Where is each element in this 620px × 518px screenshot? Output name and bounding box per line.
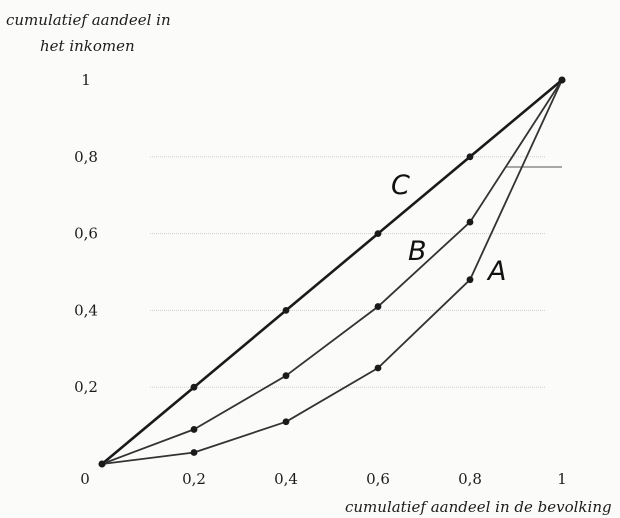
x-tick-label-1: 0,2 xyxy=(182,470,206,488)
point-c-2 xyxy=(282,307,290,314)
series-label-c: C xyxy=(391,170,410,201)
point-a-4 xyxy=(466,276,474,284)
x-tick-label-5: 1 xyxy=(557,470,567,488)
point-a-2 xyxy=(282,418,290,426)
x-tick-label-3: 0,6 xyxy=(366,470,390,488)
point-c-4 xyxy=(466,153,474,161)
point-a-1 xyxy=(190,449,198,456)
point-c-3 xyxy=(374,230,382,238)
x-tick-label-0: 0 xyxy=(80,470,90,488)
y-tick-label-3: 0,8 xyxy=(74,148,98,166)
y-tick-label-2: 0,6 xyxy=(74,225,98,243)
y-tick-label-4: 1 xyxy=(81,71,91,89)
point-c-1 xyxy=(190,383,198,391)
y-tick-label-0: 0,2 xyxy=(74,378,98,396)
y-tick-label-1: 0,4 xyxy=(74,301,98,319)
series-line-c xyxy=(101,79,563,465)
series-label-b: B xyxy=(408,236,427,267)
point-b-3 xyxy=(374,303,382,310)
series-labels: C B A xyxy=(391,170,506,287)
point-a-5 xyxy=(558,76,566,84)
data-points xyxy=(98,76,566,468)
x-axis-label: cumulatief aandeel in de bevolking xyxy=(345,498,612,516)
point-b-2 xyxy=(282,372,290,380)
point-b-1 xyxy=(190,426,198,433)
y-tick-labels: 0,2 0,4 0,6 0,8 1 xyxy=(74,71,98,396)
series-line-b xyxy=(101,79,563,465)
series-label-a: A xyxy=(486,256,506,287)
y-axis-label-line-2: het inkomen xyxy=(40,37,135,55)
x-tick-label-4: 0,8 xyxy=(458,470,482,488)
grid xyxy=(150,156,562,388)
point-b-4 xyxy=(466,218,474,226)
x-tick-labels: 0 0,2 0,4 0,6 0,8 1 xyxy=(80,470,567,488)
point-a-0 xyxy=(98,460,106,468)
series-lines xyxy=(101,79,563,465)
series-line-a xyxy=(101,79,563,465)
x-tick-label-2: 0,4 xyxy=(274,470,298,488)
point-a-3 xyxy=(374,364,382,372)
y-axis-label-line-1: cumulatief aandeel in xyxy=(6,11,171,29)
